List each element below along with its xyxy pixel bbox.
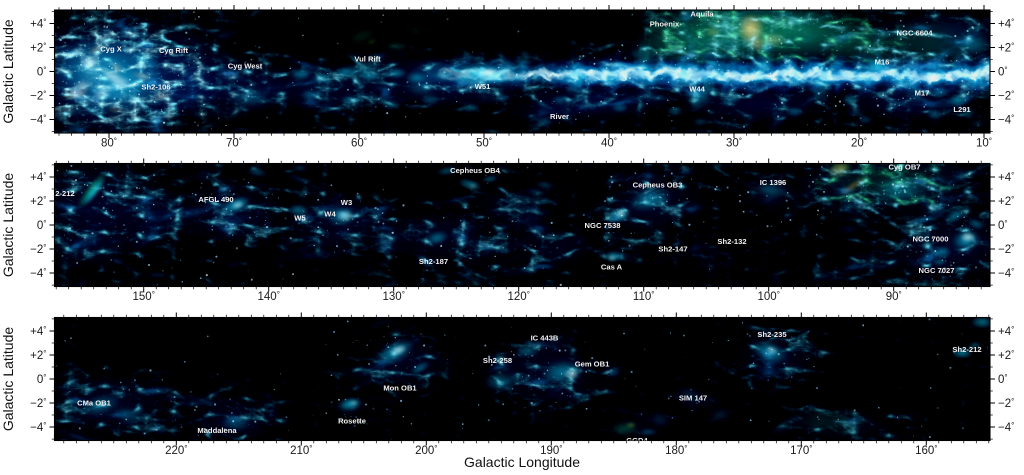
svg-text:Cyg Rift: Cyg Rift — [159, 46, 189, 55]
svg-text:10°: 10° — [976, 137, 992, 150]
svg-text:IC 1396: IC 1396 — [760, 178, 787, 187]
svg-text:Sh2-132: Sh2-132 — [717, 237, 746, 246]
svg-text:M16: M16 — [875, 57, 890, 66]
svg-text:190°: 190° — [540, 444, 562, 457]
svg-text:0°: 0° — [998, 219, 1008, 232]
svg-text:IC 443B: IC 443B — [531, 333, 559, 342]
svg-text:+2°: +2° — [998, 42, 1014, 55]
svg-text:Cyg OB7: Cyg OB7 — [888, 162, 920, 171]
svg-text:60°: 60° — [351, 137, 367, 150]
svg-text:Maddalena: Maddalena — [197, 426, 237, 435]
svg-text:0°: 0° — [998, 373, 1008, 386]
svg-text:NGC 6604: NGC 6604 — [897, 28, 934, 37]
svg-text:−4°: −4° — [998, 421, 1014, 434]
svg-text:M17: M17 — [915, 88, 930, 97]
svg-text:W44: W44 — [689, 84, 705, 93]
svg-text:W51: W51 — [475, 82, 491, 91]
svg-text:200°: 200° — [415, 444, 437, 457]
svg-text:50°: 50° — [476, 137, 492, 150]
svg-text:NGC 7538: NGC 7538 — [585, 221, 621, 230]
svg-text:−2°: −2° — [30, 90, 46, 103]
svg-text:+4°: +4° — [998, 171, 1014, 184]
svg-text:140°: 140° — [258, 290, 280, 303]
svg-text:NGC 7000: NGC 7000 — [913, 234, 949, 243]
svg-text:NGC 7027: NGC 7027 — [919, 266, 955, 275]
svg-text:220°: 220° — [165, 444, 187, 457]
svg-text:Mon OB1: Mon OB1 — [383, 383, 417, 392]
svg-text:Gem OB1: Gem OB1 — [575, 359, 610, 368]
svg-text:+4°: +4° — [30, 18, 46, 31]
svg-text:Sh2-106: Sh2-106 — [141, 82, 170, 91]
svg-text:Vul Rift: Vul Rift — [354, 54, 381, 63]
svg-text:−4°: −4° — [30, 114, 46, 127]
svg-text:Sh2-212: Sh2-212 — [952, 345, 981, 354]
svg-text:+4°: +4° — [998, 18, 1014, 31]
svg-text:−2°: −2° — [30, 243, 46, 256]
svg-text:90°: 90° — [886, 290, 902, 303]
svg-text:Aquila: Aquila — [690, 9, 714, 18]
svg-text:SIM 147: SIM 147 — [679, 393, 707, 402]
svg-text:−2°: −2° — [30, 397, 46, 410]
svg-text:0°: 0° — [998, 66, 1008, 79]
svg-text:−4°: −4° — [30, 267, 46, 280]
svg-text:−2°: −2° — [998, 243, 1014, 256]
svg-text:210°: 210° — [290, 444, 312, 457]
svg-text:Galactic Latitude: Galactic Latitude — [0, 327, 16, 431]
svg-text:+2°: +2° — [998, 195, 1014, 208]
svg-text:Galactic Latitude: Galactic Latitude — [0, 173, 16, 277]
svg-text:+4°: +4° — [30, 325, 46, 338]
svg-text:100°: 100° — [758, 290, 780, 303]
svg-text:Cepheus OB4: Cepheus OB4 — [450, 166, 501, 175]
svg-text:Sh2-147: Sh2-147 — [658, 244, 687, 253]
svg-text:+2°: +2° — [998, 349, 1014, 362]
svg-text:Cepheus OB3: Cepheus OB3 — [633, 180, 683, 189]
svg-text:130°: 130° — [383, 290, 405, 303]
svg-text:Sh2-187: Sh2-187 — [419, 257, 448, 266]
svg-text:150°: 150° — [133, 290, 155, 303]
svg-text:80°: 80° — [101, 137, 117, 150]
svg-text:Galactic Longitude: Galactic Longitude — [464, 454, 580, 470]
svg-text:+4°: +4° — [998, 325, 1014, 338]
svg-text:120°: 120° — [508, 290, 530, 303]
svg-text:+2°: +2° — [30, 42, 46, 55]
svg-text:−2°: −2° — [998, 90, 1014, 103]
svg-text:W3: W3 — [341, 198, 352, 207]
svg-text:W4: W4 — [324, 209, 336, 218]
svg-text:Cas A: Cas A — [601, 262, 623, 271]
svg-text:+2°: +2° — [30, 195, 46, 208]
svg-text:Cyg West: Cyg West — [228, 61, 263, 70]
svg-text:Sh2-235: Sh2-235 — [757, 330, 787, 339]
svg-text:−4°: −4° — [30, 421, 46, 434]
svg-text:0°: 0° — [37, 373, 47, 386]
svg-text:−2°: −2° — [998, 397, 1014, 410]
svg-text:Sh2-258: Sh2-258 — [483, 356, 512, 365]
svg-text:40°: 40° — [601, 137, 617, 150]
svg-text:−4°: −4° — [998, 114, 1014, 127]
svg-text:L291: L291 — [953, 105, 971, 114]
svg-text:−4°: −4° — [998, 267, 1014, 280]
svg-text:160°: 160° — [915, 444, 937, 457]
svg-text:+4°: +4° — [30, 171, 46, 184]
svg-text:0°: 0° — [37, 219, 47, 232]
svg-text:Cyg X: Cyg X — [100, 44, 122, 53]
svg-text:110°: 110° — [633, 290, 655, 303]
svg-text:River: River — [550, 112, 569, 121]
svg-text:20°: 20° — [851, 137, 867, 150]
svg-text:CMa OB1: CMa OB1 — [77, 398, 112, 407]
svg-text:170°: 170° — [790, 444, 812, 457]
svg-text:GGD4: GGD4 — [626, 436, 648, 445]
svg-text:70°: 70° — [226, 137, 242, 150]
svg-text:+2°: +2° — [30, 349, 46, 362]
svg-text:AFGL 490: AFGL 490 — [198, 195, 233, 204]
svg-text:2-212: 2-212 — [55, 189, 74, 198]
svg-text:Galactic Latitude: Galactic Latitude — [0, 19, 16, 123]
svg-text:180°: 180° — [665, 444, 687, 457]
svg-text:Rosette: Rosette — [338, 416, 366, 425]
svg-text:30°: 30° — [726, 137, 742, 150]
svg-text:Phoenix: Phoenix — [650, 19, 680, 28]
svg-text:0°: 0° — [37, 66, 47, 79]
svg-text:W5: W5 — [294, 213, 306, 222]
